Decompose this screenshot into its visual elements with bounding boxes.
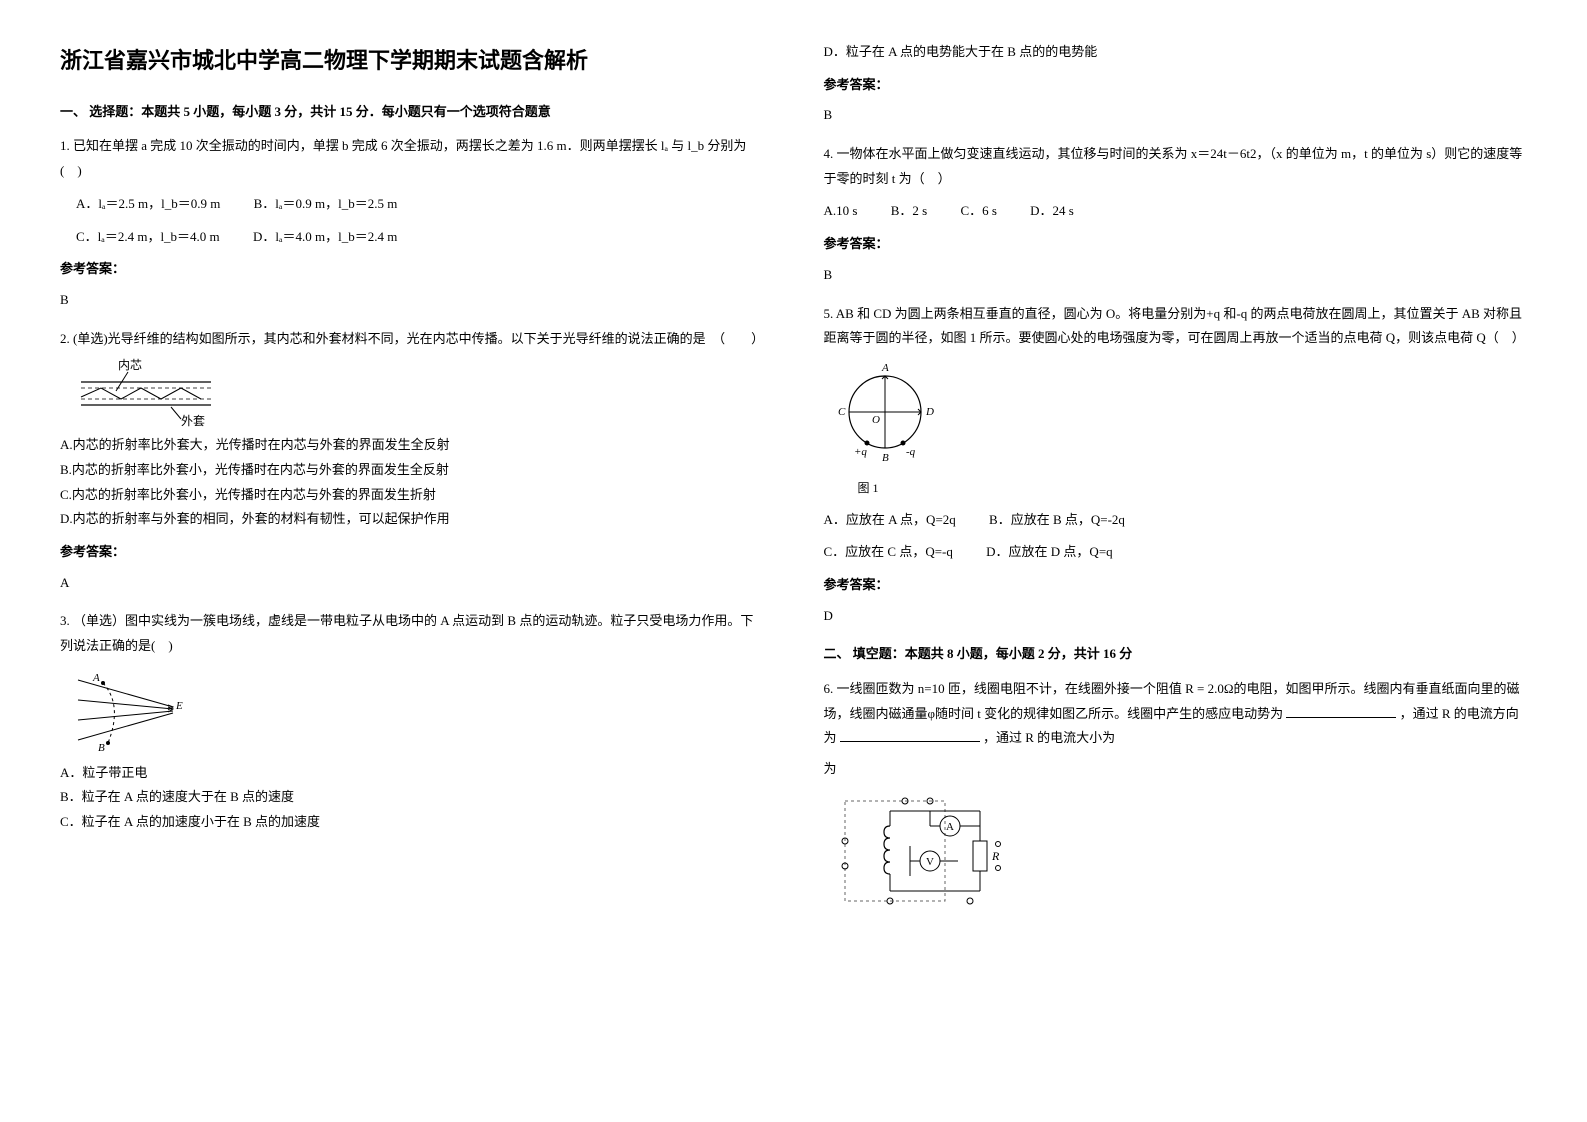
q5-stem: 5. AB 和 CD 为圆上两条相互垂直的直径，圆心为 O。将电量分别为+q 和… [824, 302, 1528, 351]
q3-figure: A B E [68, 665, 764, 755]
q4-stem: 4. 一物体在水平面上做匀变速直线运动，其位移与时间的关系为 x＝24t－6t2… [824, 142, 1528, 191]
svg-text:E: E [175, 700, 183, 712]
q5-label-d: D [925, 406, 934, 418]
q6-r-label: R [991, 849, 1000, 863]
q3-opt-d: D．粒子在 A 点的电势能大于在 B 点的的电势能 [824, 40, 1528, 65]
q6-figure: A V R [830, 786, 1528, 926]
q6-stem: 6. 一线圈匝数为 n=10 匝，线圈电阻不计，在线圈外接一个阻值 R = 2.… [824, 677, 1528, 751]
q1-options-line2: C．lₐ＝2.4 m，l_b＝4.0 m D．lₐ＝4.0 m，l_b＝2.4 … [76, 225, 764, 250]
q5-label-o: O [872, 414, 880, 426]
q4-ans: B [824, 263, 1528, 288]
q3-opt-c: C．粒子在 A 点的加速度小于在 B 点的加速度 [60, 810, 764, 835]
q5-label-a: A [881, 362, 889, 374]
q5-opt-d: D．应放在 D 点，Q=q [986, 540, 1113, 565]
q6-stem-c: ，通过 R 的电流大小为 [983, 730, 1115, 745]
svg-text:V: V [926, 856, 934, 868]
q5-options-line2: C．应放在 C 点，Q=-q D．应放在 D 点，Q=q [824, 540, 1528, 565]
q5-label-b: B [882, 452, 889, 464]
q1-ref: 参考答案： [60, 257, 764, 282]
q6-blank-2 [840, 728, 980, 742]
q2-figure: 内芯 外套 [76, 357, 764, 427]
q1-opt-b: B．lₐ＝0.9 m，l_b＝2.5 m [254, 192, 398, 217]
section-2-header: 二、 填空题：本题共 8 小题，每小题 2 分，共计 16 分 [824, 642, 1528, 667]
q4-ref: 参考答案： [824, 232, 1528, 257]
q5-opt-c: C．应放在 C 点，Q=-q [824, 540, 953, 565]
q5-ans: D [824, 604, 1528, 629]
q5-options-line1: A．应放在 A 点，Q=2q B．应放在 B 点，Q=-2q [824, 508, 1528, 533]
q5-label-plusq: +q [854, 446, 867, 458]
q5-label-c: C [838, 406, 846, 418]
q1-options-line1: A．lₐ＝2.5 m，l_b＝0.9 m B．lₐ＝0.9 m，l_b＝2.5 … [76, 192, 764, 217]
q2-opt-c: C.内芯的折射率比外套小，光传播时在内芯与外套的界面发生折射 [60, 483, 764, 508]
q5-caption: 图 1 [858, 477, 1528, 500]
q2-opt-d: D.内芯的折射率与外套的相同，外套的材料有韧性，可以起保护作用 [60, 507, 764, 532]
fiber-core-label: 内芯 [118, 358, 142, 372]
q4-opt-b: B．2 s [891, 199, 927, 224]
q4-opt-c: C．6 s [960, 199, 996, 224]
q3-opt-a: A．粒子带正电 [60, 761, 764, 786]
q5-ref: 参考答案： [824, 573, 1528, 598]
q2-stem: 2. (单选)光导纤维的结构如图所示，其内芯和外套材料不同，光在内芯中传播。以下… [60, 327, 764, 352]
q5-figure: A B C D O +q -q 图 1 [830, 357, 1528, 500]
svg-text:B: B [98, 742, 105, 754]
q6-blank-1 [1286, 704, 1396, 718]
q2-ref: 参考答案： [60, 540, 764, 565]
fiber-cover-label: 外套 [181, 414, 205, 427]
q3-stem: 3. （单选）图中实线为一簇电场线，虚线是一带电粒子从电场中的 A 点运动到 B… [60, 609, 764, 658]
q1-opt-d: D．lₐ＝4.0 m，l_b＝2.4 m [253, 225, 397, 250]
q1-ans: B [60, 288, 764, 313]
page-title: 浙江省嘉兴市城北中学高二物理下学期期末试题含解析 [60, 40, 764, 82]
q6-stem-tail: 为 [824, 757, 1528, 782]
q4-opt-a: A.10 s [824, 199, 858, 224]
q1-opt-a: A．lₐ＝2.5 m，l_b＝0.9 m [76, 192, 220, 217]
svg-text:A: A [946, 821, 954, 833]
q2-opt-b: B.内芯的折射率比外套小，光传播时在内芯与外套的界面发生全反射 [60, 458, 764, 483]
svg-text:A: A [92, 672, 100, 684]
q1-opt-c: C．lₐ＝2.4 m，l_b＝4.0 m [76, 225, 220, 250]
q3-opt-b: B．粒子在 A 点的速度大于在 B 点的速度 [60, 785, 764, 810]
q2-ans: A [60, 571, 764, 596]
q1-stem: 1. 已知在单摆 a 完成 10 次全振动的时间内，单摆 b 完成 6 次全振动… [60, 134, 764, 183]
q3-ref: 参考答案： [824, 73, 1528, 98]
q3-ans: B [824, 103, 1528, 128]
q4-options: A.10 s B．2 s C．6 s D．24 s [824, 199, 1528, 224]
section-1-header: 一、 选择题：本题共 5 小题，每小题 3 分，共计 15 分．每小题只有一个选… [60, 100, 764, 125]
q2-opt-a: A.内芯的折射率比外套大，光传播时在内芯与外套的界面发生全反射 [60, 433, 764, 458]
q4-opt-d: D．24 s [1030, 199, 1074, 224]
q5-label-minusq: -q [906, 446, 916, 458]
q5-opt-a: A．应放在 A 点，Q=2q [824, 508, 956, 533]
q5-opt-b: B．应放在 B 点，Q=-2q [989, 508, 1125, 533]
